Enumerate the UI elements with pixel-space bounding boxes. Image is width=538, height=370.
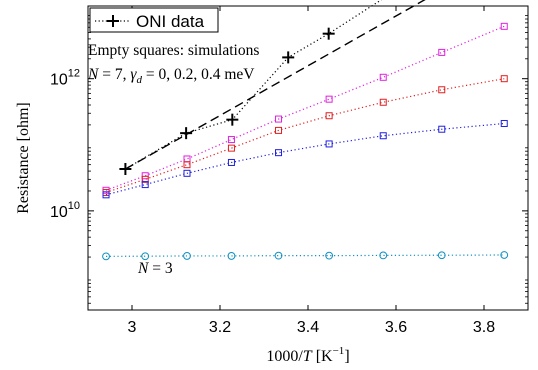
data-point-square (325, 140, 333, 148)
data-point-square (500, 22, 508, 30)
annotation-n3: N = 3 (137, 260, 173, 277)
tick-labels: 3 3.2 3.4 3.6 3.8 1010 1012 (50, 68, 495, 336)
x-tick-label: 3.8 (473, 319, 495, 336)
legend-box (89, 7, 219, 33)
data-point-plus (226, 113, 239, 126)
data-point-square (275, 126, 283, 134)
series--d-0-2-mev (102, 75, 508, 196)
data-point-square (141, 181, 149, 189)
y-tick-label: 1012 (50, 68, 80, 89)
series-n-3 (102, 251, 509, 261)
axis-ticks (88, 6, 528, 310)
data-point-square (325, 95, 333, 103)
data-point-square (379, 132, 387, 140)
y-axis-label: Resistance [ohm] (15, 102, 32, 214)
data-point-circle (183, 252, 191, 260)
series-line (106, 254, 505, 257)
legend-plus-marker (107, 15, 119, 27)
data-point-circle (102, 252, 110, 261)
data-point-square (227, 144, 235, 152)
series-layer (102, 0, 509, 261)
data-point-square (379, 73, 387, 81)
legend-label: ONI data (136, 12, 205, 31)
series-fit (125, 0, 426, 170)
series-line (105, 78, 505, 194)
data-point-circle (274, 251, 283, 260)
data-point-square (275, 149, 283, 157)
series-line (105, 25, 505, 191)
data-point-circle (437, 251, 446, 260)
data-point-circle (227, 252, 236, 260)
data-point-square (379, 98, 387, 106)
data-point-plus (282, 51, 295, 64)
x-axis-label: 1000/T [K−1] (266, 345, 349, 365)
data-point-square (141, 172, 149, 180)
x-tick-label: 3.4 (297, 319, 319, 336)
series--d-0-mev (102, 119, 508, 199)
data-point-square (438, 48, 446, 56)
data-point-circle (141, 252, 150, 261)
plot-area (87, 5, 529, 311)
legend: ONI data (89, 7, 219, 33)
data-point-square (438, 86, 446, 94)
x-tick-label: 3.6 (385, 319, 407, 336)
data-point-circle (500, 251, 509, 259)
data-point-square (183, 161, 191, 169)
data-point-square (227, 136, 235, 144)
y-tick-label: 1010 (50, 200, 80, 221)
annotation-parameters: N = 7, γd = 0, 0.2, 0.4 meV (87, 66, 255, 86)
annotation-simulations: Empty squares: simulations (88, 42, 259, 59)
data-point-square (325, 112, 333, 120)
data-point-square (500, 119, 508, 127)
data-point-square (141, 175, 149, 183)
data-point-plus (322, 27, 335, 40)
data-point-square (275, 115, 283, 123)
x-tick-label: 3 (128, 319, 137, 336)
data-point-circle (379, 251, 388, 260)
data-point-square (500, 75, 508, 83)
series-line (125, 0, 426, 170)
data-point-square (227, 158, 235, 166)
data-point-square (438, 125, 446, 133)
data-point-square (102, 191, 110, 199)
data-point-square (183, 169, 191, 177)
x-tick-label: 3.2 (209, 319, 231, 336)
data-point-circle (325, 251, 334, 260)
